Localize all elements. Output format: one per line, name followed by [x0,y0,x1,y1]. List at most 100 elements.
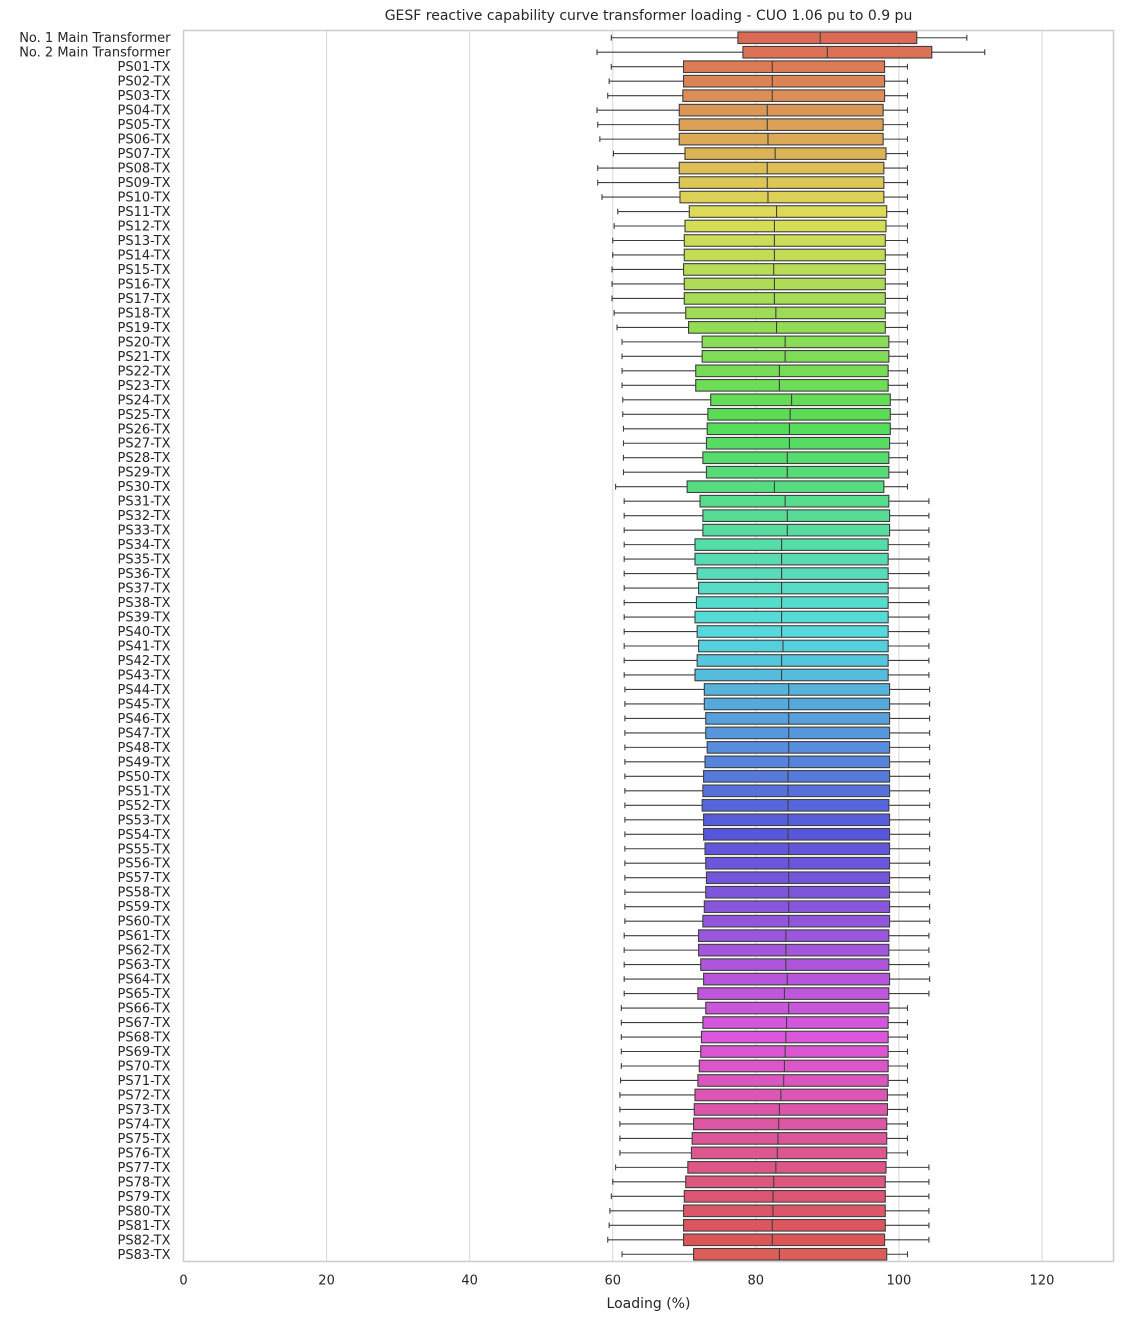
box-iqr [737,31,918,45]
category-label: PS36-TX [118,567,171,582]
category-label: PS17-TX [118,292,171,307]
box-iqr [696,654,889,667]
category-label: PS55-TX [118,842,171,857]
box-ps73-tx [619,1103,909,1116]
box-ps02-tx [608,74,909,88]
box-ps18-tx [613,306,909,320]
box-iqr [698,581,889,595]
box-ps08-tx [597,161,909,175]
category-label: PS72-TX [118,1088,171,1103]
box-ps38-tx [623,596,930,609]
box-iqr [702,451,890,465]
box-no-1-main-transformer [610,31,968,45]
category-label: PS20-TX [118,335,171,350]
box-ps07-tx [612,147,909,160]
box-iqr [695,378,889,392]
category-label: PS51-TX [118,784,171,799]
category-label: PS46-TX [118,712,171,727]
category-label: PS54-TX [118,828,171,843]
box-iqr [695,596,889,609]
box-iqr [701,335,890,349]
category-label: PS03-TX [118,89,171,104]
box-ps11-tx [617,205,909,218]
box-ps54-tx [624,827,931,841]
box-iqr [678,118,884,131]
box-ps55-tx [624,842,931,856]
category-label: PS83-TX [118,1248,171,1263]
box-iqr [705,871,891,885]
category-label: PS05-TX [118,118,171,133]
category-label: PS59-TX [118,900,171,915]
box-ps34-tx [623,538,930,551]
box-ps09-tx [597,176,909,189]
box-ps16-tx [611,277,909,291]
category-label: PS08-TX [118,162,171,177]
box-ps49-tx [624,755,931,769]
box-iqr [683,277,886,291]
box-ps60-tx [624,914,931,928]
box-iqr [683,292,886,305]
box-iqr [695,364,889,378]
category-label: PS29-TX [118,466,171,481]
box-ps41-tx [623,639,930,653]
box-ps80-tx [609,1204,930,1218]
box-iqr [694,610,889,624]
box-iqr [697,1074,889,1087]
box-iqr [702,1016,889,1029]
box-iqr [684,219,887,233]
box-ps44-tx [624,683,931,696]
box-iqr [707,407,891,421]
box-iqr [696,567,889,580]
box-ps45-tx [624,697,931,711]
box-iqr [698,1059,889,1073]
category-label: PS58-TX [118,886,171,901]
category-label: PS70-TX [118,1059,171,1074]
box-iqr [699,494,890,508]
box-iqr [710,393,891,407]
category-label: PS79-TX [118,1190,171,1205]
box-iqr [685,306,886,320]
box-ps62-tx [623,943,930,957]
box-iqr [705,885,891,899]
box-iqr [693,1117,888,1131]
category-label: PS53-TX [118,813,171,828]
box-iqr [698,639,889,653]
box-iqr [682,89,886,103]
box-iqr [705,726,891,740]
category-label: PS41-TX [118,640,171,655]
category-label: PS76-TX [118,1146,171,1161]
box-ps28-tx [622,451,909,465]
box-iqr [694,552,889,566]
box-iqr [685,1175,886,1189]
category-label: PS18-TX [118,306,171,321]
category-label: PS64-TX [118,973,171,988]
box-ps67-tx [620,1016,909,1029]
box-ps17-tx [611,292,909,305]
category-label: PS81-TX [118,1219,171,1234]
category-label: PS16-TX [118,277,171,292]
box-iqr [702,914,891,928]
box-ps25-tx [622,407,909,421]
category-label: PS49-TX [118,755,171,770]
box-ps75-tx [619,1132,909,1145]
box-iqr [683,248,886,262]
box-ps76-tx [619,1146,909,1160]
x-tick-label: 60 [604,1274,621,1289]
box-ps52-tx [624,798,931,812]
category-label: PS01-TX [118,60,171,75]
category-label: PS30-TX [118,480,171,495]
box-iqr [684,147,887,160]
box-iqr [702,523,891,537]
box-iqr [683,1204,886,1218]
category-label: PS61-TX [118,929,171,944]
category-label: PS67-TX [118,1016,171,1031]
category-label: PS52-TX [118,799,171,814]
box-iqr [704,755,891,769]
category-label: PS31-TX [118,495,171,510]
category-label: PS78-TX [118,1175,171,1190]
box-iqr [702,784,891,798]
box-iqr [678,176,885,189]
category-label: PS65-TX [118,987,171,1002]
